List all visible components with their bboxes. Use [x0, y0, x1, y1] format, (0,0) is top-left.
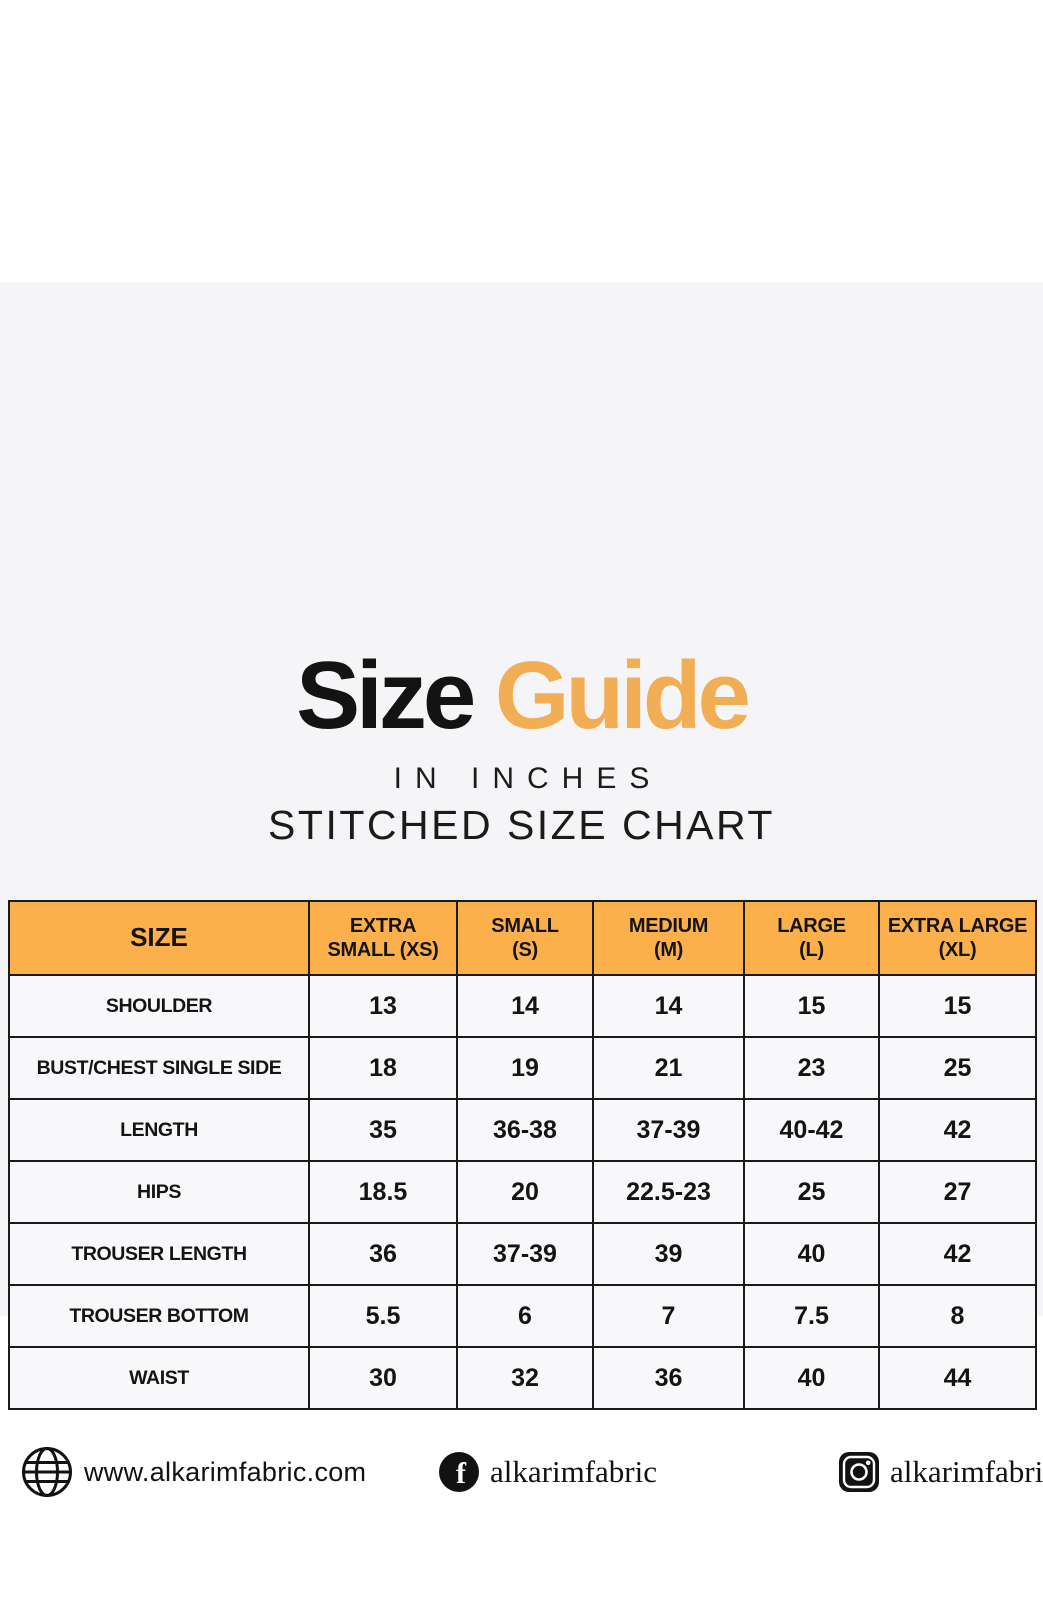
table-row-hips: HIPS 18.5 20 22.5-23 25 27 [8, 1160, 1037, 1224]
size-value: 21 [592, 1036, 745, 1100]
column-header-s: SMALL (S) [456, 900, 594, 976]
size-value: 37-39 [456, 1222, 594, 1286]
title-word-accent: Guide [494, 642, 751, 749]
instagram-item: alkarimfabrics [838, 1442, 1043, 1502]
size-value: 15 [878, 974, 1037, 1038]
website-url: www.alkarimfabric.com [84, 1456, 367, 1487]
column-header-xs: EXTRA SMALL (XS) [308, 900, 458, 976]
size-value: 15 [743, 974, 880, 1038]
size-value: 27 [878, 1160, 1037, 1224]
row-label: BUST/CHEST SINGLE SIDE [8, 1036, 310, 1100]
table-row-shoulder: SHOULDER 13 14 14 15 15 [8, 974, 1037, 1038]
table-row-waist: WAIST 30 32 36 40 44 [8, 1346, 1037, 1410]
size-value: 13 [308, 974, 458, 1038]
size-value: 25 [743, 1160, 880, 1224]
size-value: 7 [592, 1284, 745, 1348]
subtitle-chart-name: STITCHED SIZE CHART [268, 802, 775, 848]
size-value: 39 [592, 1222, 745, 1286]
row-label: TROUSER LENGTH [8, 1222, 310, 1286]
size-value: 37-39 [592, 1098, 745, 1162]
page-title: Size Guide [0, 648, 1043, 744]
row-label: LENGTH [8, 1098, 310, 1162]
globe-icon [20, 1445, 74, 1499]
column-header-xl: EXTRA LARGE (XL) [878, 900, 1037, 976]
size-value: 40 [743, 1346, 880, 1410]
size-value: 14 [592, 974, 745, 1038]
size-value: 18.5 [308, 1160, 458, 1224]
column-header-l: LARGE (L) [743, 900, 880, 976]
website-item: www.alkarimfabric.com [20, 1442, 366, 1502]
size-value: 35 [308, 1098, 458, 1162]
size-value: 36-38 [456, 1098, 594, 1162]
table-row-trouser-length: TROUSER LENGTH 36 37-39 39 40 42 [8, 1222, 1037, 1286]
size-value: 19 [456, 1036, 594, 1100]
size-value: 6 [456, 1284, 594, 1348]
column-header-m: MEDIUM (M) [592, 900, 745, 976]
table-header-row: SIZE EXTRA SMALL (XS) SMALL (S) MEDIUM (… [8, 900, 1037, 976]
size-table: SIZE EXTRA SMALL (XS) SMALL (S) MEDIUM (… [8, 900, 1037, 1410]
subtitle-units: IN INCHES [393, 762, 663, 795]
size-value: 30 [308, 1346, 458, 1410]
instagram-handle: alkarimfabrics [890, 1454, 1043, 1489]
instagram-icon [838, 1451, 880, 1493]
size-value: 40-42 [743, 1098, 880, 1162]
size-value: 22.5-23 [592, 1160, 745, 1224]
svg-text:f: f [456, 1457, 467, 1490]
table-row-bust: BUST/CHEST SINGLE SIDE 18 19 21 23 25 [8, 1036, 1037, 1100]
column-header-size: SIZE [8, 900, 310, 976]
facebook-icon: f [438, 1451, 480, 1493]
size-value: 8 [878, 1284, 1037, 1348]
size-value: 36 [308, 1222, 458, 1286]
row-label: TROUSER BOTTOM [8, 1284, 310, 1348]
size-value: 23 [743, 1036, 880, 1100]
content-band: Size Guide IN INCHES STITCHED SIZE CHART… [0, 282, 1043, 1497]
title-block: Size Guide IN INCHES STITCHED SIZE CHART [0, 648, 1043, 849]
size-value: 42 [878, 1098, 1037, 1162]
size-value: 42 [878, 1222, 1037, 1286]
size-value: 25 [878, 1036, 1037, 1100]
size-value: 36 [592, 1346, 745, 1410]
size-value: 32 [456, 1346, 594, 1410]
title-word-black: Size [296, 642, 476, 749]
size-value: 18 [308, 1036, 458, 1100]
size-value: 5.5 [308, 1284, 458, 1348]
size-value: 20 [456, 1160, 594, 1224]
facebook-handle: alkarimfabric [490, 1454, 657, 1489]
size-value: 7.5 [743, 1284, 880, 1348]
row-label: HIPS [8, 1160, 310, 1224]
facebook-item: f alkarimfabric [438, 1442, 657, 1502]
table-row-trouser-bottom: TROUSER BOTTOM 5.5 6 7 7.5 8 [8, 1284, 1037, 1348]
row-label: WAIST [8, 1346, 310, 1410]
size-value: 44 [878, 1346, 1037, 1410]
size-value: 40 [743, 1222, 880, 1286]
size-value: 14 [456, 974, 594, 1038]
row-label: SHOULDER [8, 974, 310, 1038]
table-row-length: LENGTH 35 36-38 37-39 40-42 42 [8, 1098, 1037, 1162]
